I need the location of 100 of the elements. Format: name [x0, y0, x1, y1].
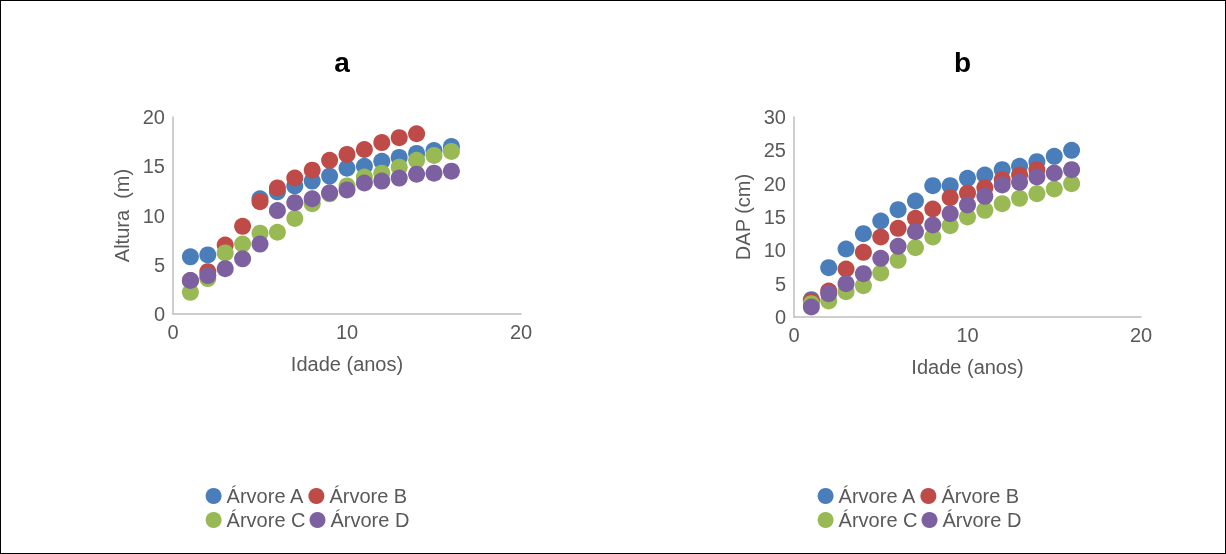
point: [976, 187, 994, 205]
point: [837, 260, 855, 278]
point: [924, 200, 942, 218]
y-tick-label: 25: [763, 139, 786, 162]
point: [872, 264, 890, 282]
point: [906, 192, 924, 210]
point: [906, 239, 924, 257]
y-tick-label: 15: [142, 155, 165, 178]
point: [1045, 147, 1063, 165]
point: [889, 201, 907, 219]
point: [442, 162, 460, 180]
point: [268, 223, 286, 241]
y-tick-label: 10: [142, 204, 165, 227]
point: [408, 151, 426, 169]
y-tick-label: 0: [774, 306, 786, 328]
y-axis-title: DAP (cm): [731, 173, 754, 261]
point: [941, 189, 959, 207]
x-tick-label: 10: [335, 321, 359, 343]
point: [924, 177, 942, 195]
point: [1063, 161, 1081, 179]
point: [234, 250, 252, 268]
point: [959, 196, 976, 214]
chart-title: a: [334, 46, 351, 78]
point: [820, 259, 838, 277]
y-tick-label: 5: [774, 272, 786, 295]
legend-label: Árvore B: [941, 485, 1020, 507]
x-tick-label: 20: [1129, 324, 1153, 346]
point: [941, 205, 959, 223]
point: [889, 237, 907, 255]
point: [1028, 185, 1046, 203]
point: [408, 125, 426, 143]
point: [216, 244, 234, 262]
legend-label: Árvore C: [226, 509, 306, 531]
point: [1011, 173, 1029, 191]
point: [872, 212, 890, 230]
point: [1045, 164, 1063, 182]
point: [837, 275, 855, 293]
point: [1028, 168, 1046, 186]
point: [959, 169, 976, 187]
point: [425, 164, 443, 182]
point: [286, 169, 304, 187]
point: [199, 246, 217, 264]
y-tick-label: 20: [142, 106, 165, 128]
point: [286, 194, 304, 212]
point: [286, 209, 304, 227]
point: [181, 248, 199, 266]
point: [993, 195, 1011, 213]
point: [355, 141, 373, 158]
point: [837, 240, 855, 258]
point: [976, 201, 994, 219]
point: [268, 179, 286, 197]
point: [1063, 175, 1081, 193]
point: [373, 134, 391, 152]
point: [373, 172, 391, 190]
x-tick-label: 0: [788, 324, 800, 346]
y-tick-label: 15: [763, 206, 786, 228]
point: [889, 219, 907, 237]
point: [1063, 141, 1081, 159]
point: [442, 142, 460, 160]
point: [924, 216, 942, 234]
point: [854, 225, 872, 243]
point: [854, 243, 872, 261]
x-tick-label: 10: [956, 324, 979, 346]
point: [268, 202, 286, 220]
y-tick-label: 10: [763, 239, 786, 262]
point: [321, 151, 339, 169]
legend-label: Árvore D: [330, 509, 410, 531]
y-tick-label: 20: [763, 172, 786, 195]
point: [1045, 180, 1063, 198]
point: [338, 145, 356, 163]
legend-label: Árvore C: [838, 509, 918, 531]
point: [1011, 189, 1029, 207]
legend-label: Árvore A: [226, 485, 304, 507]
x-tick-label: 20: [509, 321, 533, 343]
point: [425, 146, 443, 164]
legend-label: Árvore A: [838, 485, 916, 507]
chart-title: b: [953, 46, 972, 78]
point: [321, 167, 339, 185]
x-tick-label: 0: [167, 321, 179, 343]
x-axis-title: Idade (anos): [911, 356, 1024, 378]
point: [251, 235, 269, 253]
legend-label: Árvore B: [329, 485, 408, 507]
point: [408, 165, 426, 183]
y-tick-label: 30: [763, 106, 786, 128]
point: [889, 251, 907, 269]
point: [390, 169, 408, 187]
y-axis-title: Altura (m): [110, 168, 133, 263]
point: [234, 217, 252, 235]
legend-label: Árvore D: [942, 509, 1022, 531]
point: [906, 223, 924, 241]
point: [303, 161, 321, 179]
point: [355, 174, 373, 192]
y-tick-label: 5: [153, 253, 165, 276]
point: [234, 235, 252, 253]
point: [338, 181, 356, 199]
y-tick-label: 0: [153, 303, 165, 325]
x-axis-title: Idade (anos): [290, 353, 404, 375]
point: [303, 190, 321, 208]
point: [216, 260, 234, 278]
point: [390, 129, 408, 147]
